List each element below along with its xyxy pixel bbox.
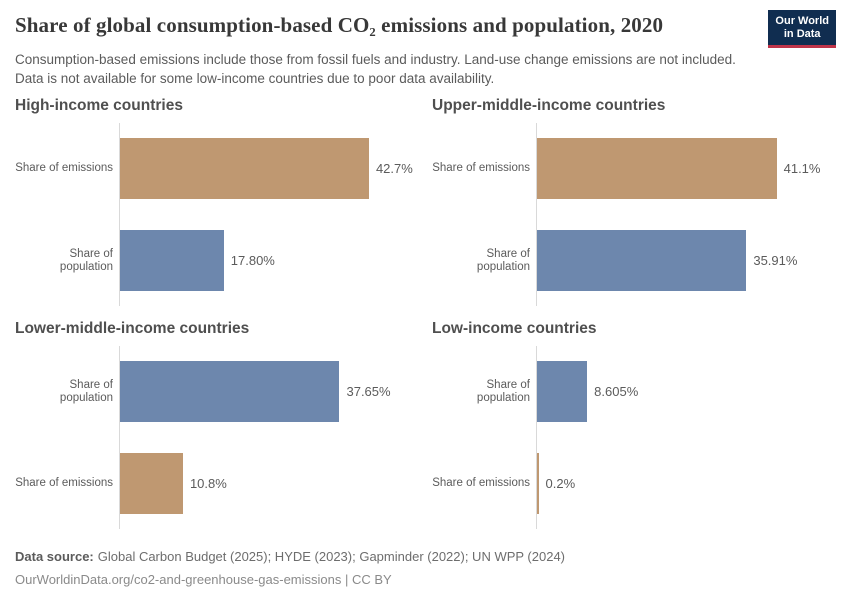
bar-area: 10.8% [119, 453, 432, 514]
panel-low-income: Low-income countries Share of population… [432, 320, 835, 529]
bar-population[interactable] [120, 361, 340, 422]
bar-population[interactable] [537, 230, 747, 291]
bar-area: 35.91% [536, 230, 835, 291]
bar-row: Share of population 35.91% [432, 230, 835, 291]
panel-high-income: High-income countries Share of emissions… [15, 97, 432, 306]
bar-row: Share of population 37.65% [15, 361, 432, 422]
bar-category-label: Share of emissions [15, 162, 113, 174]
panel-title: High-income countries [15, 97, 183, 114]
panel-title: Low-income countries [432, 320, 597, 337]
panel-plot: Share of emissions 42.7% Share of populati… [15, 123, 432, 306]
bar-category-label: Share of population [476, 247, 530, 273]
bar-category-label: Share of emissions [15, 477, 113, 489]
bar-value-label: 0.2% [545, 476, 576, 491]
bar-population[interactable] [120, 230, 224, 291]
bar-value-label: 35.91% [753, 253, 798, 268]
panel-title: Lower-middle-income countries [15, 320, 250, 337]
data-source-text: Global Carbon Budget (2025); HYDE (2023)… [97, 549, 566, 564]
chart-footer: Data source: Global Carbon Budget (2025);… [15, 546, 565, 591]
bar-value-label: 37.65% [346, 384, 391, 399]
bar-row: Share of population 17.80% [15, 230, 432, 291]
bar-area: 8.605% [536, 361, 835, 422]
bar-value-label: 17.80% [230, 253, 275, 268]
bar-category-label: Share of population [476, 378, 530, 404]
panel-plot: Share of population 8.605% Share of emissi… [432, 346, 835, 529]
owid-logo-line2: in Data [783, 28, 821, 40]
bar-value-label: 8.605% [594, 384, 639, 399]
bar-row: Share of emissions 0.2% [432, 453, 835, 514]
data-source-line: Data source: Global Carbon Budget (2025);… [15, 546, 565, 569]
chart-subtitle: Consumption-based emissions include thos… [15, 52, 736, 86]
chart-title: Share of global consumption-based CO₂ em… [15, 13, 664, 37]
panel-plot: Share of population 37.65% Share of emissi… [15, 346, 432, 529]
panel-plot: Share of emissions 41.1% Share of populati… [432, 123, 835, 306]
panel-title: Upper-middle-income countries [432, 97, 666, 114]
bar-category-label: Share of emissions [432, 162, 530, 174]
bar-emissions[interactable] [120, 138, 369, 199]
bar-row: Share of emissions 10.8% [15, 453, 432, 514]
bar-emissions[interactable] [537, 453, 539, 514]
bar-area: 17.80% [119, 230, 432, 291]
data-source-label: Data source: [15, 549, 94, 564]
bar-value-label: 41.1% [783, 161, 821, 176]
bar-area: 41.1% [536, 138, 835, 199]
bar-area: 0.2% [536, 453, 835, 514]
bar-category-label: Share of population [59, 378, 113, 404]
bar-emissions[interactable] [537, 138, 777, 199]
owid-logo[interactable]: Our World in Data [768, 10, 836, 48]
attribution-line[interactable]: OurWorldinData.org/co2-and-greenhouse-ga… [15, 571, 392, 587]
panel-lower-middle-income: Lower-middle-income countries Share of p… [15, 320, 432, 529]
owid-logo-line1: Our World [775, 15, 829, 27]
bar-row: Share of population 8.605% [432, 361, 835, 422]
bar-row: Share of emissions 41.1% [432, 138, 835, 199]
bar-area: 42.7% [119, 138, 432, 199]
bar-value-label: 10.8% [189, 476, 227, 491]
bar-emissions[interactable] [120, 453, 183, 514]
bar-row: Share of emissions 42.7% [15, 138, 432, 199]
bar-value-label: 42.7% [375, 161, 413, 176]
bar-area: 37.65% [119, 361, 432, 422]
panel-upper-middle-income: Upper-middle-income countries Share of e… [432, 97, 835, 306]
bar-population[interactable] [537, 361, 588, 422]
bar-category-label: Share of population [59, 247, 113, 273]
bar-category-label: Share of emissions [432, 477, 530, 489]
small-multiples-grid: High-income countries Share of emissions… [15, 97, 835, 529]
